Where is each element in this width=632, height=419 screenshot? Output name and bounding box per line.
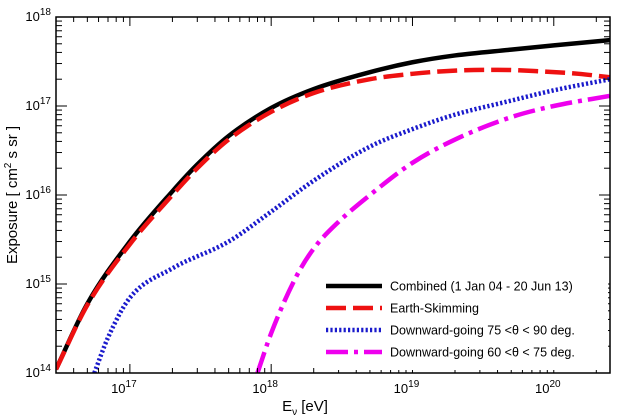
x-tick-label: 1020: [535, 379, 561, 396]
x-tick-label-exponent: 19: [408, 379, 420, 390]
y-tick-label-exponent: 18: [40, 7, 52, 18]
y-tick-label: 1015: [25, 274, 51, 291]
x-tick-label-exponent: 20: [549, 379, 561, 390]
y-tick-label-base: 10: [25, 365, 39, 380]
legend: Combined (1 Jan 04 - 20 Jun 13) Earth-Ski…: [322, 275, 608, 370]
y-tick-label-exponent: 16: [40, 185, 52, 196]
legend-label-3: Downward-going 75 <θ < 90 deg.: [390, 324, 575, 338]
x-axis-label-unit: [eV]: [297, 398, 328, 415]
x-tick-label: 1018: [252, 379, 278, 396]
y-axis-label: Exposure [ cm2 s sr ]: [3, 126, 21, 264]
x-axis-label: Eν [eV]: [282, 398, 328, 418]
x-tick-label-base: 10: [252, 381, 266, 396]
legend-label-2: Earth-Skimming: [390, 302, 479, 316]
x-tick-label-exponent: 18: [267, 379, 279, 390]
y-tick-label: 1018: [25, 7, 51, 24]
x-tick-label-base: 10: [535, 381, 549, 396]
y-tick-label-base: 10: [25, 187, 39, 202]
y-tick-label: 1016: [25, 185, 51, 202]
y-tick-label-exponent: 17: [40, 96, 52, 107]
legend-label-1: Combined (1 Jan 04 - 20 Jun 13): [390, 280, 573, 294]
y-tick-label: 1014: [25, 363, 51, 380]
y-tick-label-base: 10: [25, 98, 39, 113]
y-tick-label-base: 10: [25, 276, 39, 291]
x-tick-label: 1019: [394, 379, 420, 396]
y-tick-label-exponent: 15: [40, 274, 52, 285]
y-tick-label: 1017: [25, 96, 51, 113]
x-tick-label-exponent: 17: [126, 379, 138, 390]
y-tick-label-exponent: 14: [40, 363, 52, 374]
y-axis-label-pre: Exposure [ cm: [4, 168, 21, 264]
y-axis-label-post: s sr ]: [4, 126, 21, 163]
y-tick-label-base: 10: [25, 9, 39, 24]
x-tick-label-base: 10: [394, 381, 408, 396]
x-tick-label-base: 10: [111, 381, 125, 396]
x-axis-label-base: E: [282, 398, 292, 415]
legend-label-4: Downward-going 60 <θ < 75 deg.: [390, 346, 575, 360]
x-tick-label: 1017: [111, 379, 137, 396]
